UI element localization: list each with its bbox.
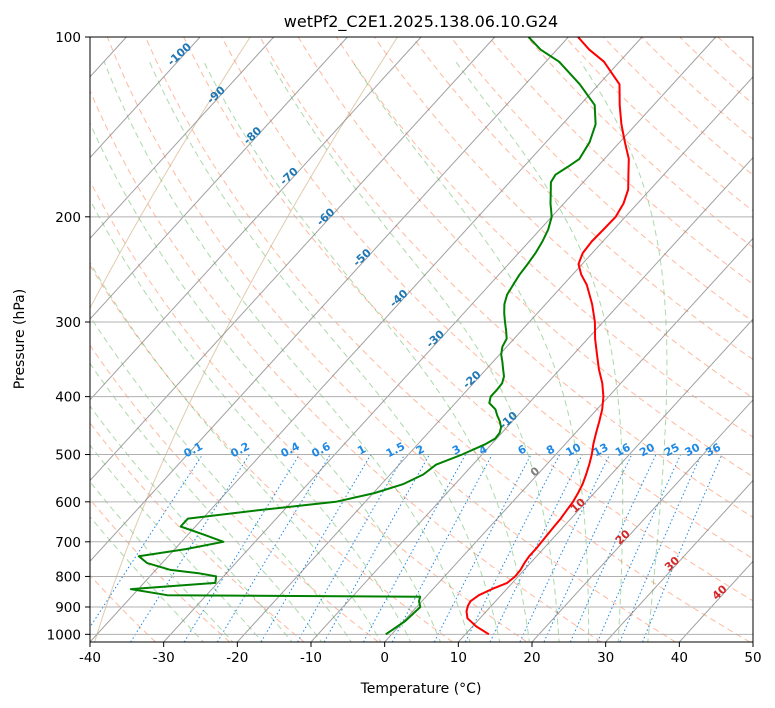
isotherm [90, 37, 275, 240]
moist-adiabat [90, 405, 293, 642]
isotherm [90, 37, 348, 320]
y-tick-label: 800 [55, 569, 81, 585]
y-tick-label: 700 [55, 535, 81, 551]
dry-adiabat [259, 37, 753, 518]
moist-adiabat [203, 61, 530, 642]
dry-adiabat [297, 37, 753, 478]
dry-adiabat [488, 37, 753, 285]
dry-adiabat [106, 37, 676, 642]
x-tick-label: -20 [226, 650, 248, 666]
mixing-ratio-line [642, 454, 723, 642]
isotherm [384, 237, 753, 642]
dry-adiabat [412, 37, 753, 361]
mixing-ratio-line [596, 454, 682, 642]
dry-adiabat [90, 264, 453, 642]
dry-adiabat [641, 37, 753, 140]
mixing-ratio-line [519, 454, 611, 642]
mixing-ratio-label: 10 [564, 441, 584, 460]
mixing-ratio-line [391, 454, 493, 642]
moist-adiabat [352, 61, 590, 642]
isotherm [310, 156, 753, 642]
x-tick-label: -30 [153, 650, 175, 666]
isotherm [90, 37, 422, 401]
x-tick-label: 30 [597, 650, 614, 666]
y-tick-label: 500 [55, 448, 81, 464]
moist-adiabat [269, 61, 560, 642]
mixing-ratio-line [323, 454, 430, 642]
moist-adiabat [90, 121, 441, 642]
isotherm [236, 76, 753, 642]
dry-adiabat [90, 89, 602, 642]
mixing-ratio-line [260, 454, 372, 642]
dry-adiabat [221, 37, 753, 560]
dry-adiabat [374, 37, 753, 399]
x-axis: -40 -30 -20 -10 0 10 20 30 40 50 [79, 642, 762, 666]
y-tick-label: 100 [55, 30, 81, 46]
x-tick-label: 50 [744, 650, 761, 666]
pressure-gridlines [90, 37, 753, 635]
y-tick-label: 200 [55, 210, 81, 226]
mixing-ratio-line [619, 454, 702, 642]
dry-adiabat [90, 180, 528, 642]
reference-curve [90, 37, 251, 310]
dry-adiabat [183, 37, 753, 602]
moist-adiabat [149, 61, 501, 642]
temperature-profile [465, 37, 630, 636]
dry-adiabat [90, 498, 231, 642]
y-tick-label: 1000 [47, 627, 81, 643]
background-lines [90, 37, 753, 642]
mixing-ratio-line [216, 454, 331, 642]
moist-adiabat [90, 315, 352, 642]
mixing-ratio-label: 36 [703, 440, 723, 459]
mixing-ratio-line [569, 454, 657, 642]
mixing-ratio-label: 25 [662, 441, 682, 460]
isotherm [90, 37, 643, 642]
moist-adiabat [90, 362, 323, 642]
mixing-ratio-line [297, 454, 406, 642]
y-axis: 1000 900 800 700 600 500 400 300 200 100 [47, 30, 90, 643]
mixing-ratio-label: 30 [683, 440, 703, 459]
moist-adiabat [90, 261, 382, 642]
plot-frame [89, 36, 754, 643]
reference-curve [94, 37, 398, 642]
chart-title: wetPf2_C2E1.2025.138.06.10.G24 [284, 12, 558, 32]
mixing-ratio-label: 16 [613, 440, 633, 459]
profiles [129, 37, 630, 636]
mixing-ratio-label: 20 [637, 441, 657, 460]
moist-adiabat [455, 61, 624, 642]
x-tick-label: -10 [300, 650, 322, 666]
isotherm [457, 318, 753, 642]
isotherm [531, 399, 753, 642]
x-tick-label: 20 [523, 650, 540, 666]
dry-adiabat [603, 37, 753, 176]
mixing-ratio-label: 13 [591, 441, 611, 460]
isotherm [90, 37, 496, 482]
isotherm [605, 479, 753, 642]
dry-adiabat [90, 344, 379, 642]
y-tick-label: 400 [55, 390, 81, 406]
y-tick-label: 600 [55, 495, 81, 511]
mixing-ratio-line [543, 454, 633, 642]
moist-adiabat [90, 198, 412, 642]
y-axis-label: Pressure (hPa) [12, 289, 28, 389]
isotherm [90, 37, 569, 563]
x-tick-label: 10 [450, 650, 467, 666]
x-tick-label: 40 [671, 650, 688, 666]
dewpoint-profile [129, 37, 597, 636]
mixing-ratio-line [362, 454, 467, 642]
x-tick-label: 0 [380, 650, 389, 666]
moist-adiabat [103, 61, 471, 642]
y-tick-label: 900 [55, 600, 81, 616]
mixing-ratio-line [90, 454, 204, 629]
isotherm [90, 37, 201, 159]
y-tick-label: 300 [55, 315, 81, 331]
x-tick-label: -40 [79, 650, 101, 666]
dry-adiabat [145, 37, 751, 642]
moist-adiabat [580, 61, 668, 642]
x-axis-label: Temperature (°C) [360, 681, 482, 697]
